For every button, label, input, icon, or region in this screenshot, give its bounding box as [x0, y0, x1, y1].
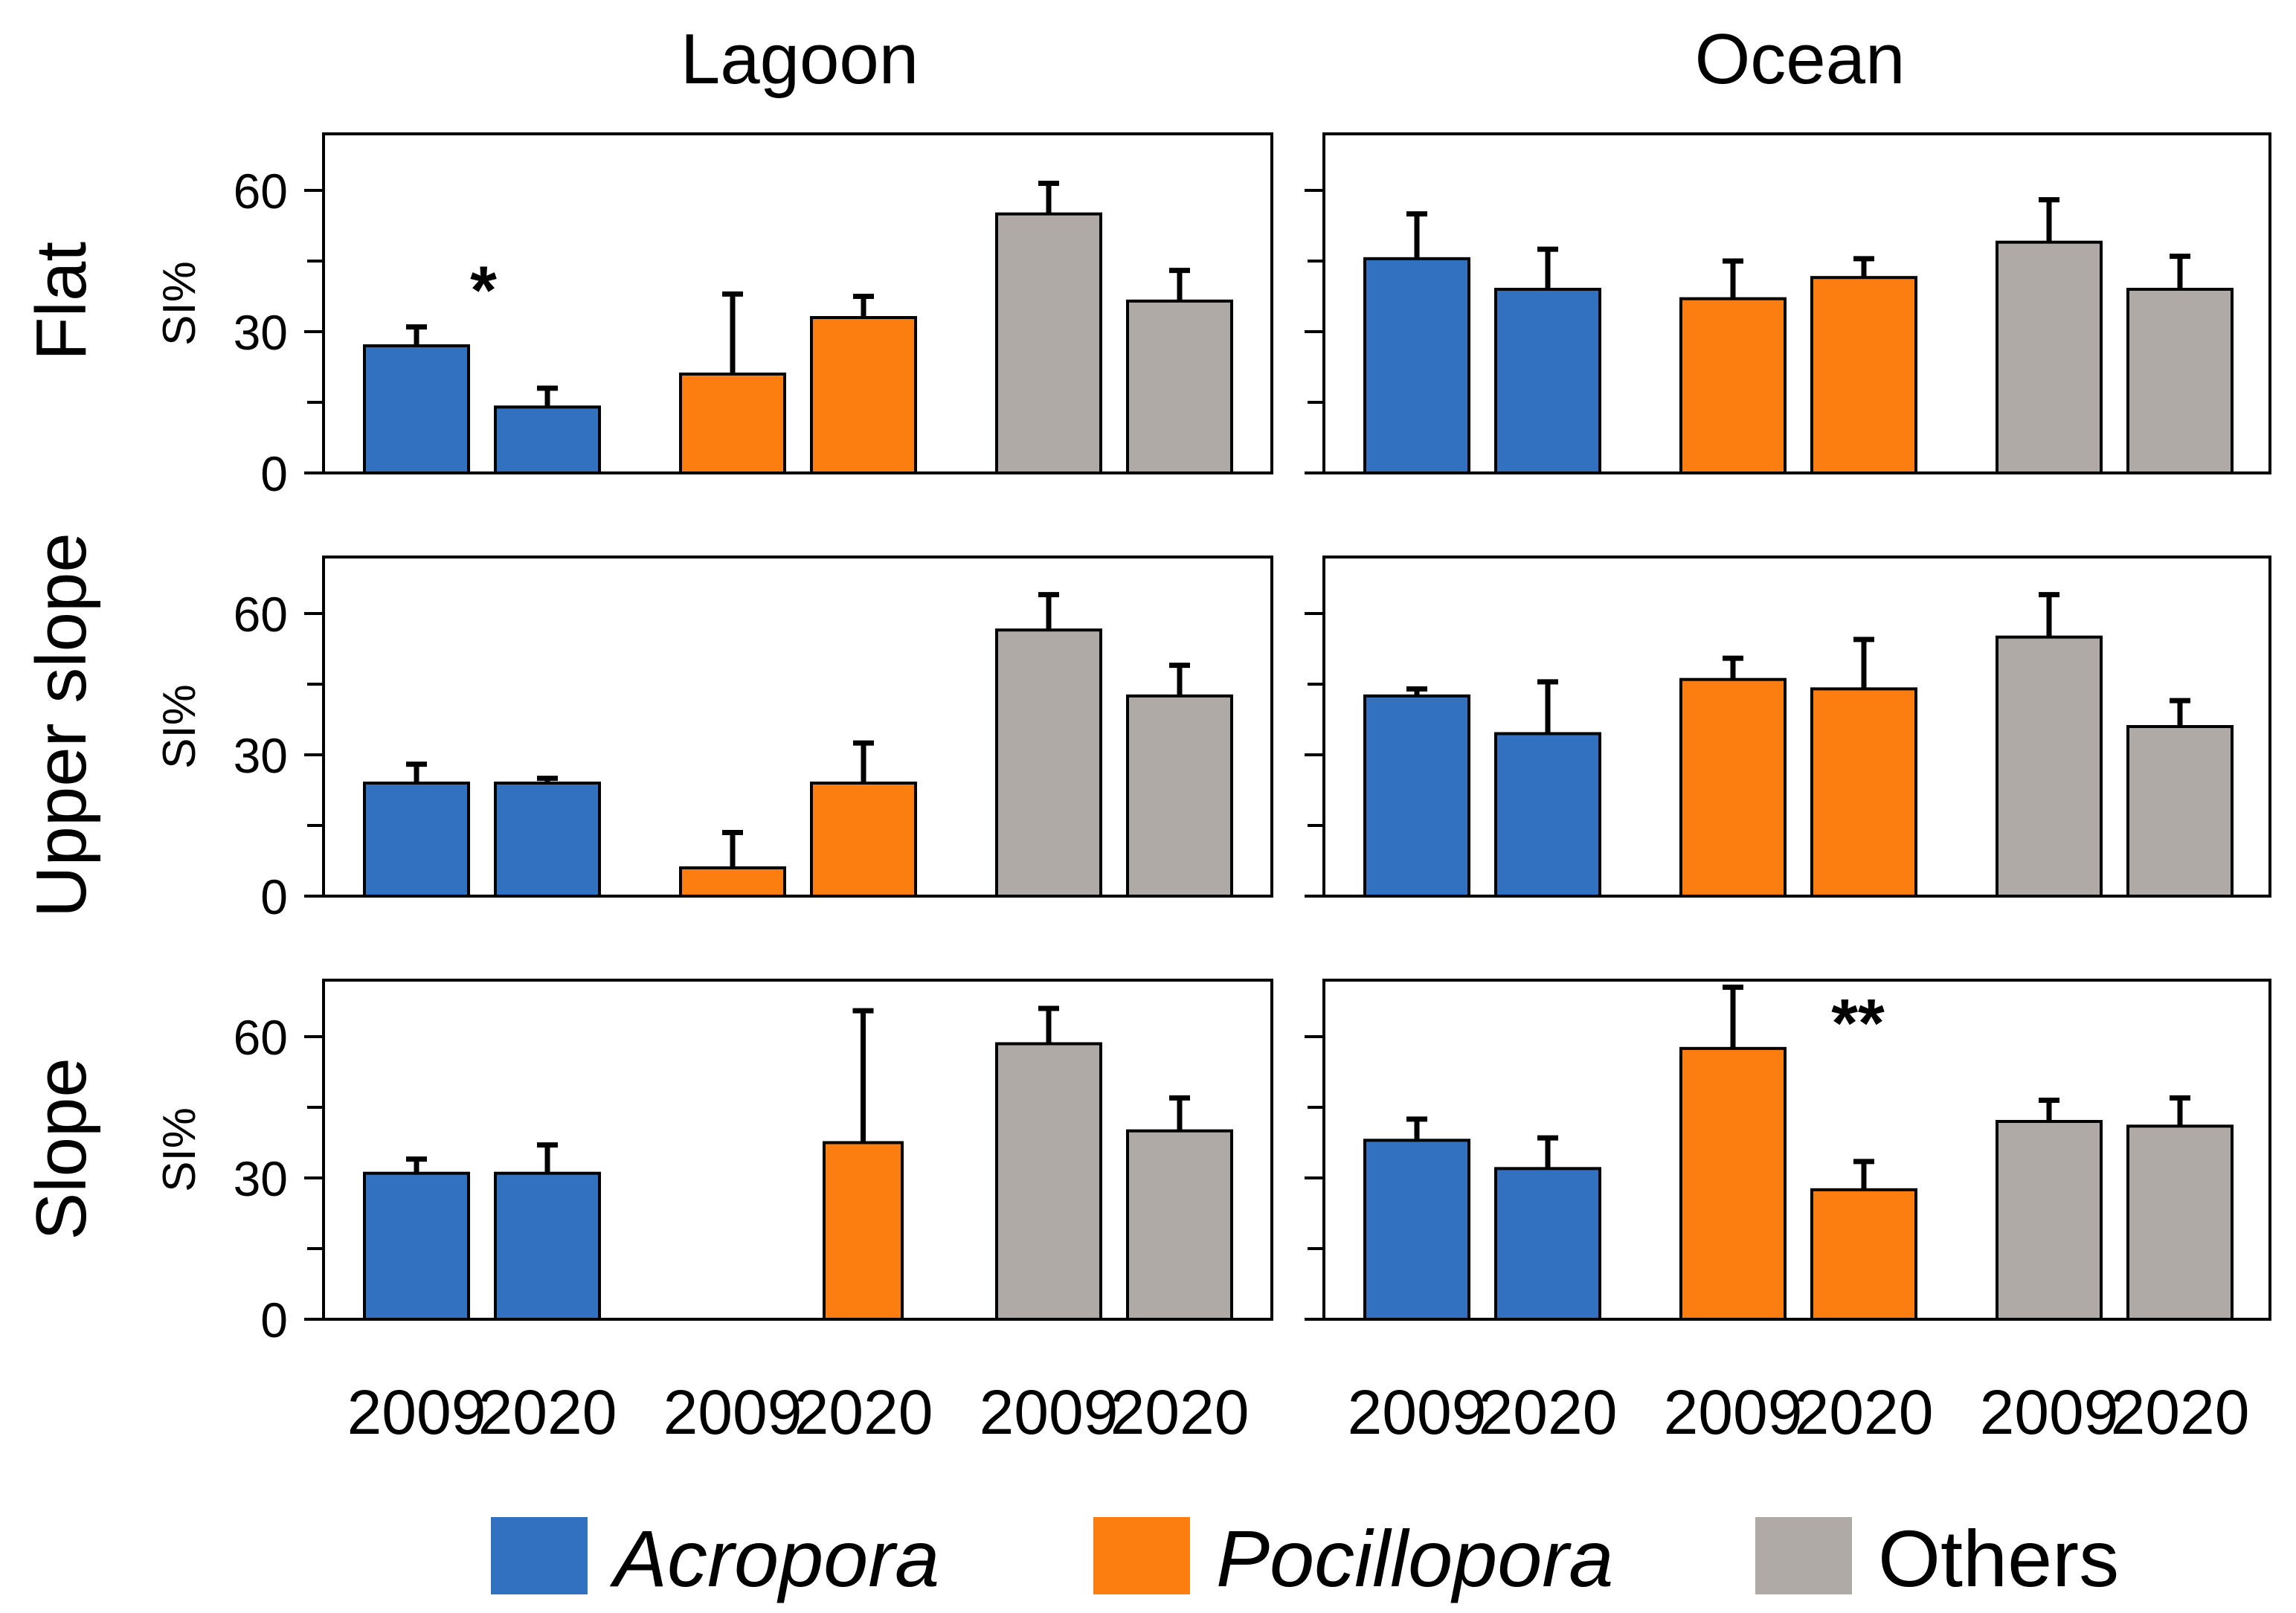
bar-acropora-2009	[363, 782, 470, 898]
bar-others-2009	[995, 628, 1102, 898]
bar-acropora-2009	[1363, 694, 1470, 898]
bar-others-2020	[2126, 1124, 2234, 1321]
column-titles: Lagoon Ocean	[681, 19, 1906, 99]
y-tick-label: 0	[260, 869, 288, 924]
bar-pocillopora-2020	[1810, 1188, 1917, 1321]
x-tick-label-lagoon-others-2020: 2020	[1110, 1377, 1250, 1447]
bar-acropora-2009	[1363, 1139, 1470, 1321]
y-tick-label: 30	[234, 1151, 288, 1206]
legend-swatch-others	[1755, 1517, 1852, 1594]
x-tick-label-ocean-acropora-2020: 2020	[1479, 1377, 1618, 1447]
bar-others-2020	[1126, 1129, 1233, 1321]
column-title-ocean: Ocean	[1695, 19, 1906, 99]
panel-frame	[322, 979, 1273, 1321]
bar-acropora-2009	[363, 1171, 470, 1321]
y-axis-label: SI%	[154, 1107, 205, 1192]
y-tick-label: 60	[234, 587, 288, 642]
bar-others-2009	[1996, 240, 2103, 474]
bar-pocillopora-2009	[1679, 1046, 1787, 1321]
bar-pocillopora-2020	[810, 316, 917, 474]
legend-label-others: Others	[1878, 1513, 2119, 1603]
bar-acropora-2020	[494, 782, 601, 898]
bar-others-2020	[2126, 288, 2234, 474]
bar-acropora-2009	[1363, 257, 1470, 474]
column-title-lagoon: Lagoon	[681, 19, 919, 99]
bar-pocillopora-2009	[1679, 677, 1787, 898]
bar-pocillopora-2009	[679, 373, 786, 474]
y-tick-label: 30	[234, 305, 288, 360]
y-axis-label: SI%	[154, 684, 205, 769]
bar-others-2009	[995, 1042, 1102, 1321]
panel-flat-lagoon: 0 30 60 SI% *	[154, 132, 1273, 501]
y-axis-label: SI%	[154, 261, 205, 346]
bar-others-2009	[1996, 1120, 2103, 1321]
bar-acropora-2020	[1494, 732, 1601, 898]
row-titles: Flat Upper slope Slope	[22, 242, 101, 1240]
bar-others-2009	[1996, 635, 2103, 898]
panel-upper-slope-lagoon: 0 30 60 SI%	[154, 556, 1273, 924]
x-tick-label-ocean-pocillopora-2009: 2009	[1664, 1377, 1803, 1447]
chart-panels: 0 30 60 SI% * 0 30 60 SI% 0 30 60 SI% **	[154, 132, 2271, 1348]
legend: Acropora Pocillopora Others	[491, 1513, 2119, 1603]
legend-label-pocillopora: Pocillopora	[1216, 1513, 1613, 1603]
panel-slope-ocean: **	[1305, 979, 2271, 1321]
row-title-flat: Flat	[22, 242, 101, 361]
y-tick-label: 0	[260, 1292, 288, 1348]
bar-pocillopora-2020	[1810, 276, 1917, 474]
panel-frame	[1322, 979, 2271, 1321]
x-tick-label-lagoon-acropora-2009: 2009	[347, 1377, 486, 1447]
row-title-upper-slope: Upper slope	[22, 532, 101, 918]
bar-others-2020	[2126, 725, 2234, 898]
x-tick-label-ocean-others-2020: 2020	[2111, 1377, 2250, 1447]
y-tick-label: 60	[234, 1010, 288, 1065]
panel-frame	[1322, 556, 2271, 898]
bar-pocillopora-2009	[679, 866, 786, 898]
x-tick-label-lagoon-pocillopora-2009: 2009	[663, 1377, 803, 1447]
bar-acropora-2009	[363, 344, 470, 474]
bar-acropora-2020	[1494, 288, 1601, 474]
legend-swatch-pocillopora	[1093, 1517, 1190, 1594]
panel-slope-lagoon: 0 30 60 SI%	[154, 979, 1273, 1348]
row-title-slope: Slope	[22, 1057, 101, 1240]
panel-frame	[322, 132, 1273, 474]
bar-others-2020	[1126, 299, 1233, 475]
panel-flat-ocean	[1305, 132, 2271, 474]
panel-upper-slope-ocean	[1305, 556, 2271, 898]
bar-pocillopora-2020	[810, 782, 917, 898]
legend-swatch-acropora	[491, 1517, 588, 1594]
x-tick-label-ocean-others-2009: 2009	[1980, 1377, 2119, 1447]
bar-pocillopora-2020	[1810, 687, 1917, 898]
y-tick-label: 0	[260, 446, 288, 501]
bar-acropora-2020	[494, 405, 601, 474]
significance-marker: *	[470, 253, 497, 329]
bar-acropora-2020	[494, 1171, 601, 1321]
x-tick-label-ocean-acropora-2009: 2009	[1348, 1377, 1487, 1447]
x-tick-label-lagoon-others-2009: 2009	[980, 1377, 1119, 1447]
y-tick-label: 60	[234, 164, 288, 219]
legend-label-acropora: Acropora	[609, 1513, 939, 1603]
x-tick-label-lagoon-acropora-2020: 2020	[478, 1377, 617, 1447]
panel-frame	[1322, 132, 2271, 474]
y-tick-label: 30	[234, 728, 288, 783]
x-tick-label-ocean-pocillopora-2020: 2020	[1795, 1377, 1934, 1447]
x-tick-label-lagoon-pocillopora-2020: 2020	[794, 1377, 933, 1447]
bar-pocillopora-2020	[823, 1141, 904, 1321]
bar-others-2020	[1126, 694, 1233, 898]
panel-frame	[322, 556, 1273, 898]
significance-marker: **	[1831, 986, 1885, 1062]
bar-pocillopora-2009	[1679, 297, 1787, 474]
bar-acropora-2020	[1494, 1167, 1601, 1321]
bar-others-2009	[995, 212, 1102, 474]
